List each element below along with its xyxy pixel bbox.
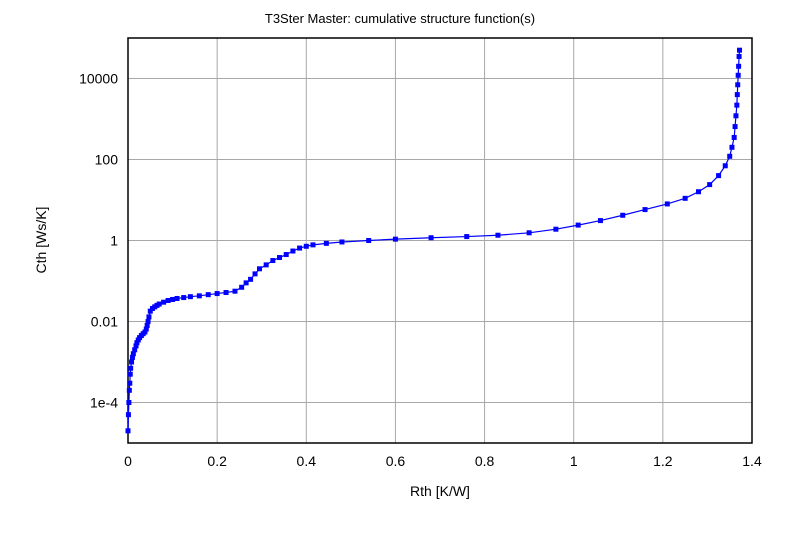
data-point (727, 153, 733, 159)
data-point (323, 240, 329, 246)
y-tick-label: 10000 (79, 71, 118, 87)
x-tick-label: 0.8 (475, 453, 495, 469)
data-point (125, 412, 131, 418)
data-point (128, 365, 134, 371)
data-point (392, 236, 398, 242)
data-point (165, 298, 171, 304)
data-point (277, 255, 283, 261)
data-point (526, 230, 532, 236)
data-point (239, 284, 245, 290)
data-point (143, 326, 149, 332)
data-point (428, 235, 434, 241)
data-point (170, 296, 176, 302)
data-point (736, 53, 742, 59)
x-tick-label: 0 (124, 453, 132, 469)
data-point (734, 92, 740, 98)
y-tick-label: 0.01 (91, 314, 118, 330)
data-point (125, 428, 131, 434)
data-point (256, 266, 262, 272)
data-point (146, 314, 152, 320)
chart-title: T3Ster Master: cumulative structure func… (265, 11, 535, 26)
y-tick-label: 1 (110, 233, 118, 249)
data-point (575, 222, 581, 228)
data-point (303, 243, 309, 249)
data-point (142, 329, 148, 335)
data-point (132, 347, 138, 353)
data-point (133, 343, 139, 349)
data-point (214, 291, 220, 297)
data-point (620, 212, 626, 218)
data-point (129, 359, 135, 365)
data-point (734, 102, 740, 108)
x-tick-label: 0.6 (386, 453, 406, 469)
data-point (156, 301, 162, 307)
data-point (144, 322, 150, 328)
y-tick-label: 100 (95, 152, 119, 168)
data-point (127, 380, 133, 386)
data-point (205, 292, 211, 298)
data-point (196, 293, 202, 299)
plot-area (127, 37, 753, 444)
x-tick-label: 1 (570, 453, 578, 469)
data-point (283, 252, 289, 258)
data-point (664, 201, 670, 207)
data-point (642, 207, 648, 213)
data-point (310, 242, 316, 248)
data-point (174, 295, 180, 301)
data-point (129, 354, 135, 360)
data-point (735, 72, 741, 78)
data-point (495, 232, 501, 238)
data-point (126, 387, 132, 393)
data-point (270, 258, 276, 264)
data-point (735, 82, 741, 88)
data-point (187, 294, 193, 300)
data-point (252, 271, 258, 277)
data-point (732, 124, 738, 130)
axis-ticks: 0 0.2 0.4 0.6 0.8 1 1.2 1.4 1e-4 0.01 1 100 10000 (79, 71, 762, 470)
data-point (130, 351, 136, 357)
data-point (707, 182, 713, 188)
data-point (297, 245, 303, 251)
data-point (181, 295, 187, 301)
y-axis-label: Cth [Ws/K] (33, 207, 49, 274)
data-point (682, 195, 688, 201)
data-point (161, 299, 167, 305)
series-markers (125, 47, 743, 434)
data-point (696, 189, 702, 195)
data-point (147, 308, 153, 314)
data-point (223, 290, 229, 296)
data-point (722, 163, 728, 169)
data-point (243, 280, 249, 286)
data-point (597, 218, 603, 224)
data-point (464, 234, 470, 240)
data-point (134, 340, 140, 346)
y-tick-label: 1e-4 (90, 395, 118, 411)
data-point (737, 47, 743, 53)
data-point (736, 63, 742, 69)
data-point (263, 262, 269, 268)
data-point (716, 173, 722, 179)
x-tick-label: 1.4 (742, 453, 762, 469)
data-point (553, 226, 559, 232)
data-point (731, 134, 737, 140)
data-point (290, 248, 296, 254)
data-point (232, 288, 238, 294)
data-point (729, 144, 735, 150)
data-point (126, 400, 132, 405)
x-tick-label: 1.2 (653, 453, 673, 469)
data-point (366, 238, 372, 243)
data-point (248, 276, 254, 282)
data-point (733, 113, 739, 119)
x-axis-label: Rth [K/W] (410, 483, 470, 499)
grid (128, 38, 752, 443)
data-point (145, 319, 151, 324)
data-point (127, 371, 133, 377)
x-tick-label: 0.4 (297, 453, 317, 469)
x-tick-label: 0.2 (207, 453, 227, 469)
data-point (339, 239, 345, 245)
